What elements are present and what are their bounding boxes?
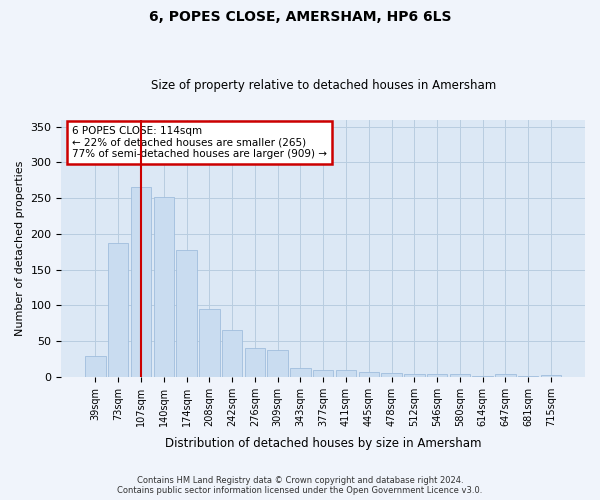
Bar	[290, 368, 311, 377]
Bar	[85, 356, 106, 377]
Text: 6, POPES CLOSE, AMERSHAM, HP6 6LS: 6, POPES CLOSE, AMERSHAM, HP6 6LS	[149, 10, 451, 24]
Bar	[381, 373, 402, 377]
Text: 6 POPES CLOSE: 114sqm
← 22% of detached houses are smaller (265)
77% of semi-det: 6 POPES CLOSE: 114sqm ← 22% of detached …	[72, 126, 327, 159]
Bar	[176, 250, 197, 377]
Text: Contains HM Land Registry data © Crown copyright and database right 2024.
Contai: Contains HM Land Registry data © Crown c…	[118, 476, 482, 495]
Y-axis label: Number of detached properties: Number of detached properties	[15, 160, 25, 336]
Bar	[199, 309, 220, 377]
Bar	[404, 374, 425, 377]
Bar	[427, 374, 448, 377]
Bar	[245, 348, 265, 377]
Bar	[495, 374, 515, 377]
Bar	[359, 372, 379, 377]
Bar	[108, 243, 128, 377]
Bar	[472, 376, 493, 377]
Bar	[541, 376, 561, 377]
Bar	[518, 376, 538, 377]
X-axis label: Distribution of detached houses by size in Amersham: Distribution of detached houses by size …	[165, 437, 481, 450]
Bar	[268, 350, 288, 377]
Bar	[336, 370, 356, 377]
Bar	[154, 196, 174, 377]
Title: Size of property relative to detached houses in Amersham: Size of property relative to detached ho…	[151, 79, 496, 92]
Bar	[449, 374, 470, 377]
Bar	[313, 370, 334, 377]
Bar	[222, 330, 242, 377]
Bar	[131, 188, 151, 377]
